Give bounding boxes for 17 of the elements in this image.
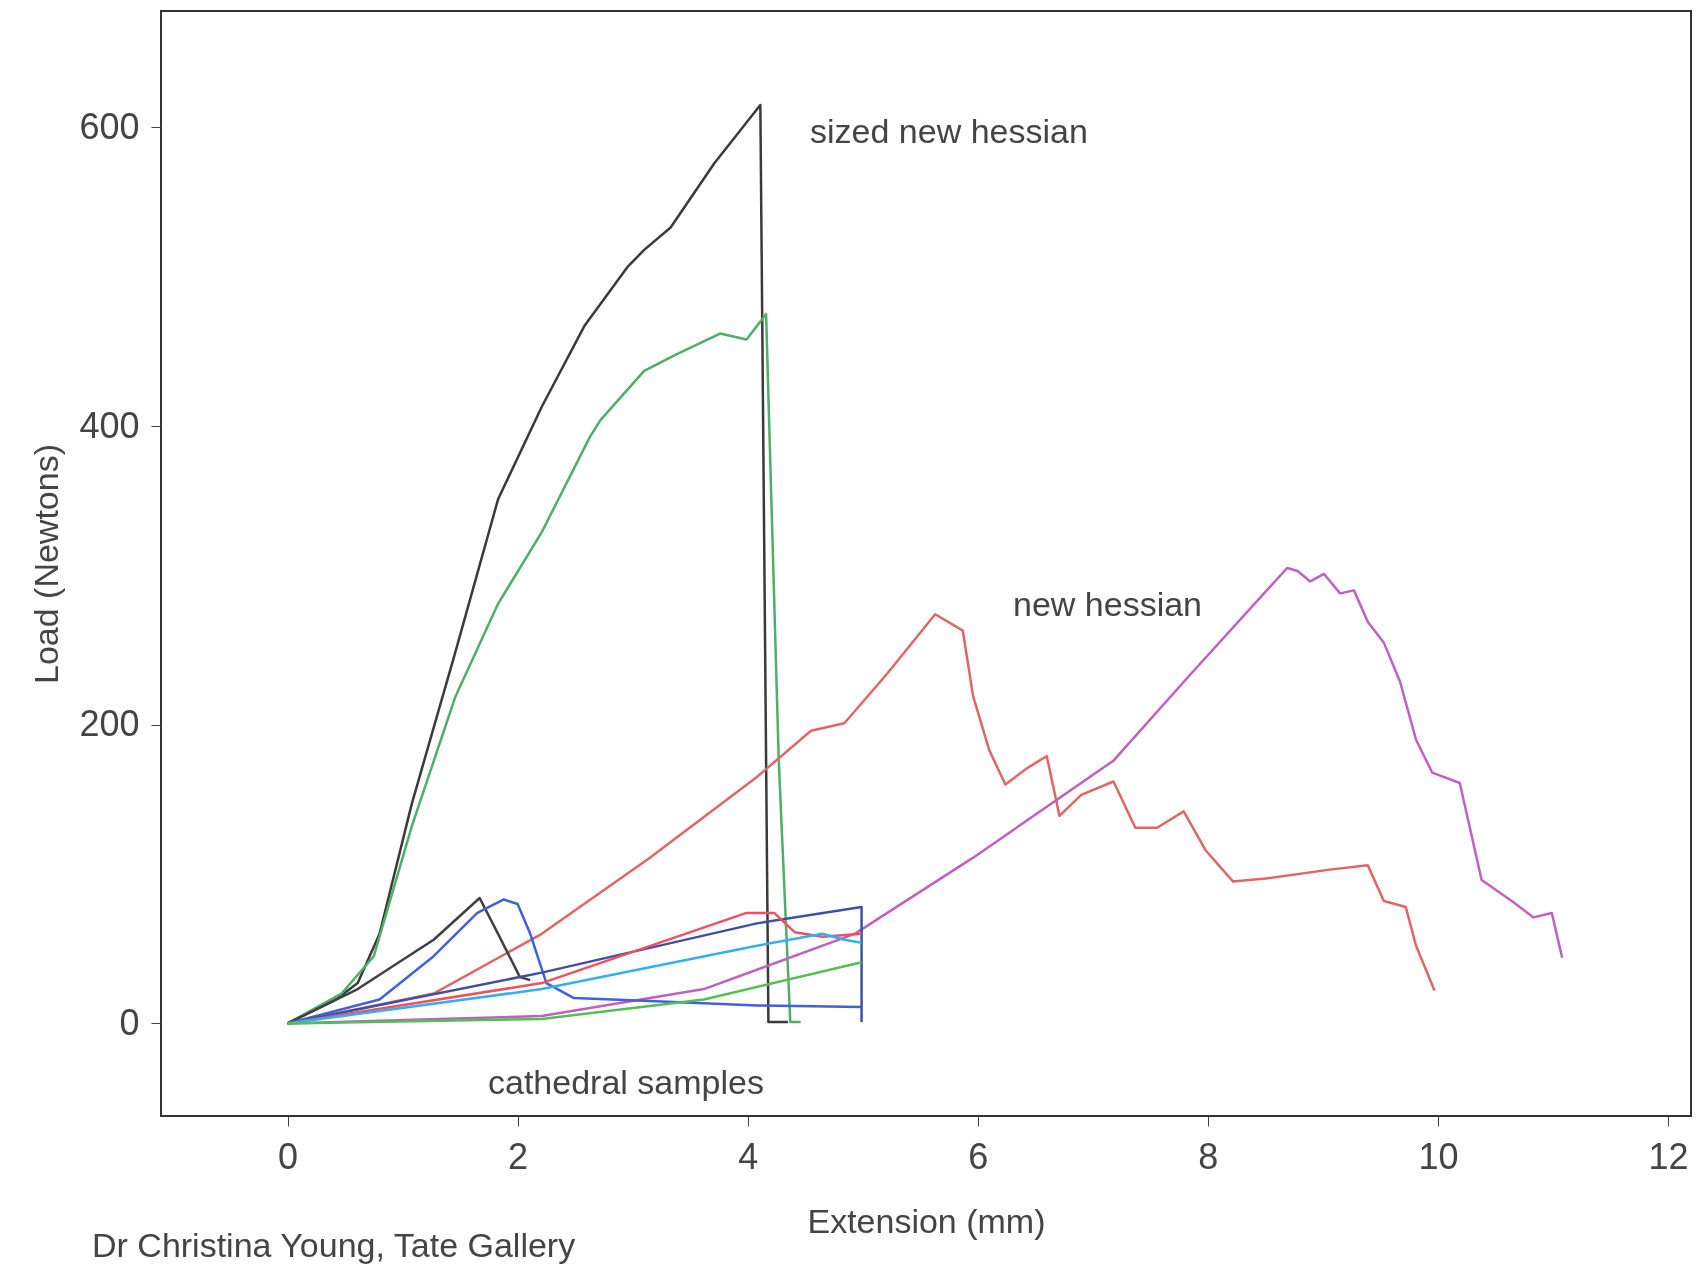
y-tick-label: 0 [119,1001,140,1043]
annotation: sized new hessian [810,112,1088,151]
y-tick-label: 600 [79,105,140,147]
x-tick-label: 10 [1418,1135,1459,1177]
annotation: cathedral samples [488,1063,764,1102]
x-tick-label: 0 [278,1135,299,1177]
x-tick-label: 8 [1198,1135,1219,1177]
x-tick-label: 4 [738,1135,759,1177]
x-tick-label: 6 [968,1135,989,1177]
x-axis-title: Extension (mm) [807,1201,1046,1240]
text: Dr Christina Young, Tate Gallery [92,1226,576,1265]
x-tick-label: 2 [508,1135,529,1177]
y-tick-label: 400 [79,404,140,446]
y-axis-title: Load (Newtons) [27,443,66,685]
annotation: new hessian [1013,585,1203,624]
x-tick-label: 12 [1648,1135,1689,1177]
y-tick-label: 200 [79,703,140,745]
